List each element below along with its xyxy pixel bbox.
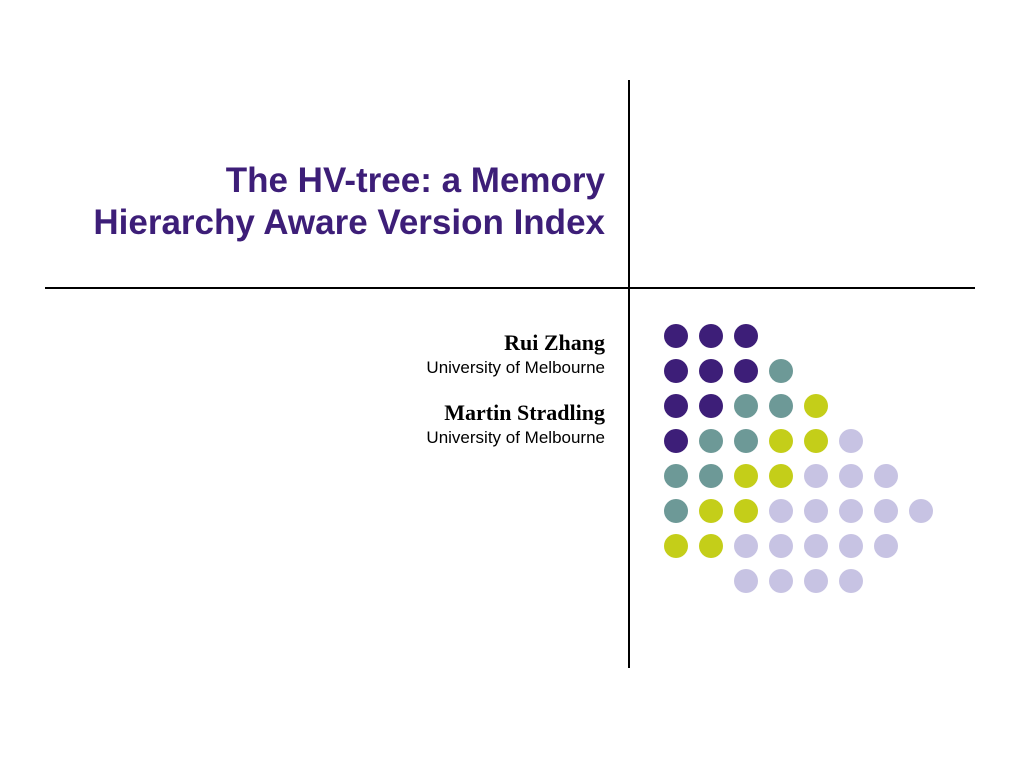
dot xyxy=(769,359,793,383)
dot xyxy=(874,499,898,523)
dot xyxy=(699,429,723,453)
dot xyxy=(664,499,688,523)
dot xyxy=(839,429,863,453)
author-name-1: Rui Zhang xyxy=(350,330,605,356)
author-affiliation-2: University of Melbourne xyxy=(350,428,605,448)
dot xyxy=(664,324,688,348)
dot xyxy=(909,499,933,523)
dot xyxy=(804,569,828,593)
dot xyxy=(839,499,863,523)
dot xyxy=(734,359,758,383)
author-affiliation-1: University of Melbourne xyxy=(350,358,605,378)
dot xyxy=(769,464,793,488)
dot xyxy=(664,464,688,488)
dot xyxy=(734,394,758,418)
dot xyxy=(699,324,723,348)
dot xyxy=(769,534,793,558)
dot xyxy=(734,324,758,348)
author-name-2: Martin Stradling xyxy=(350,400,605,426)
authors-block: Rui Zhang University of Melbourne Martin… xyxy=(350,330,605,448)
dot xyxy=(874,464,898,488)
dot xyxy=(699,359,723,383)
horizontal-divider xyxy=(45,287,975,289)
dot xyxy=(769,569,793,593)
dot xyxy=(734,534,758,558)
dot xyxy=(839,464,863,488)
dot xyxy=(734,499,758,523)
dot xyxy=(734,569,758,593)
dot xyxy=(664,534,688,558)
dot xyxy=(804,464,828,488)
dot xyxy=(804,534,828,558)
dot xyxy=(804,394,828,418)
dot xyxy=(699,464,723,488)
dot xyxy=(734,429,758,453)
dot xyxy=(839,534,863,558)
dot xyxy=(664,359,688,383)
dot xyxy=(804,499,828,523)
dot xyxy=(699,534,723,558)
dot xyxy=(804,429,828,453)
dot xyxy=(699,394,723,418)
dot xyxy=(839,569,863,593)
dot xyxy=(699,499,723,523)
dot xyxy=(769,429,793,453)
dot xyxy=(769,394,793,418)
dot xyxy=(664,394,688,418)
vertical-divider xyxy=(628,80,630,668)
dot xyxy=(874,534,898,558)
dot xyxy=(769,499,793,523)
dot xyxy=(664,429,688,453)
dot-pattern xyxy=(664,324,933,604)
dot xyxy=(734,464,758,488)
slide-title: The HV-tree: a Memory Hierarchy Aware Ve… xyxy=(75,160,605,244)
